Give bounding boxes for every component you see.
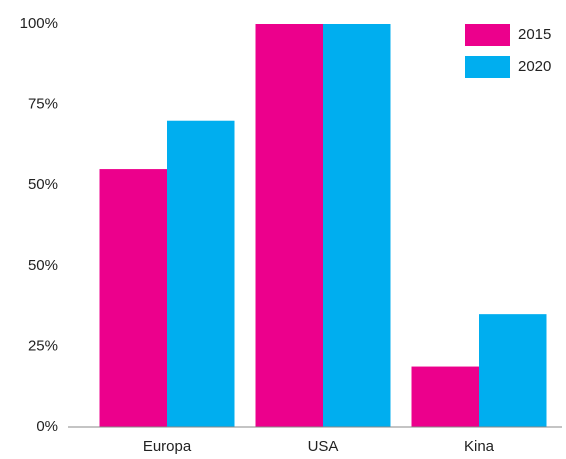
- bar: [99, 169, 167, 427]
- bar: [167, 120, 235, 427]
- bar: [323, 24, 391, 427]
- bar: [255, 24, 323, 427]
- y-tick-label: 50%: [28, 257, 58, 274]
- x-tick-label: Kina: [464, 438, 495, 455]
- bar: [411, 366, 479, 427]
- y-tick-label: 0%: [36, 418, 58, 435]
- y-tick-label: 75%: [28, 96, 58, 113]
- legend-swatch: [465, 56, 510, 78]
- legend-label: 2015: [518, 26, 551, 43]
- y-tick-label: 100%: [20, 15, 58, 32]
- x-tick-label: USA: [308, 438, 339, 455]
- y-tick-label: 50%: [28, 176, 58, 193]
- x-tick-label: Europa: [143, 438, 192, 455]
- bar: [479, 314, 547, 427]
- y-tick-label: 25%: [28, 337, 58, 354]
- legend-swatch: [465, 24, 510, 46]
- legend-label: 2020: [518, 58, 551, 75]
